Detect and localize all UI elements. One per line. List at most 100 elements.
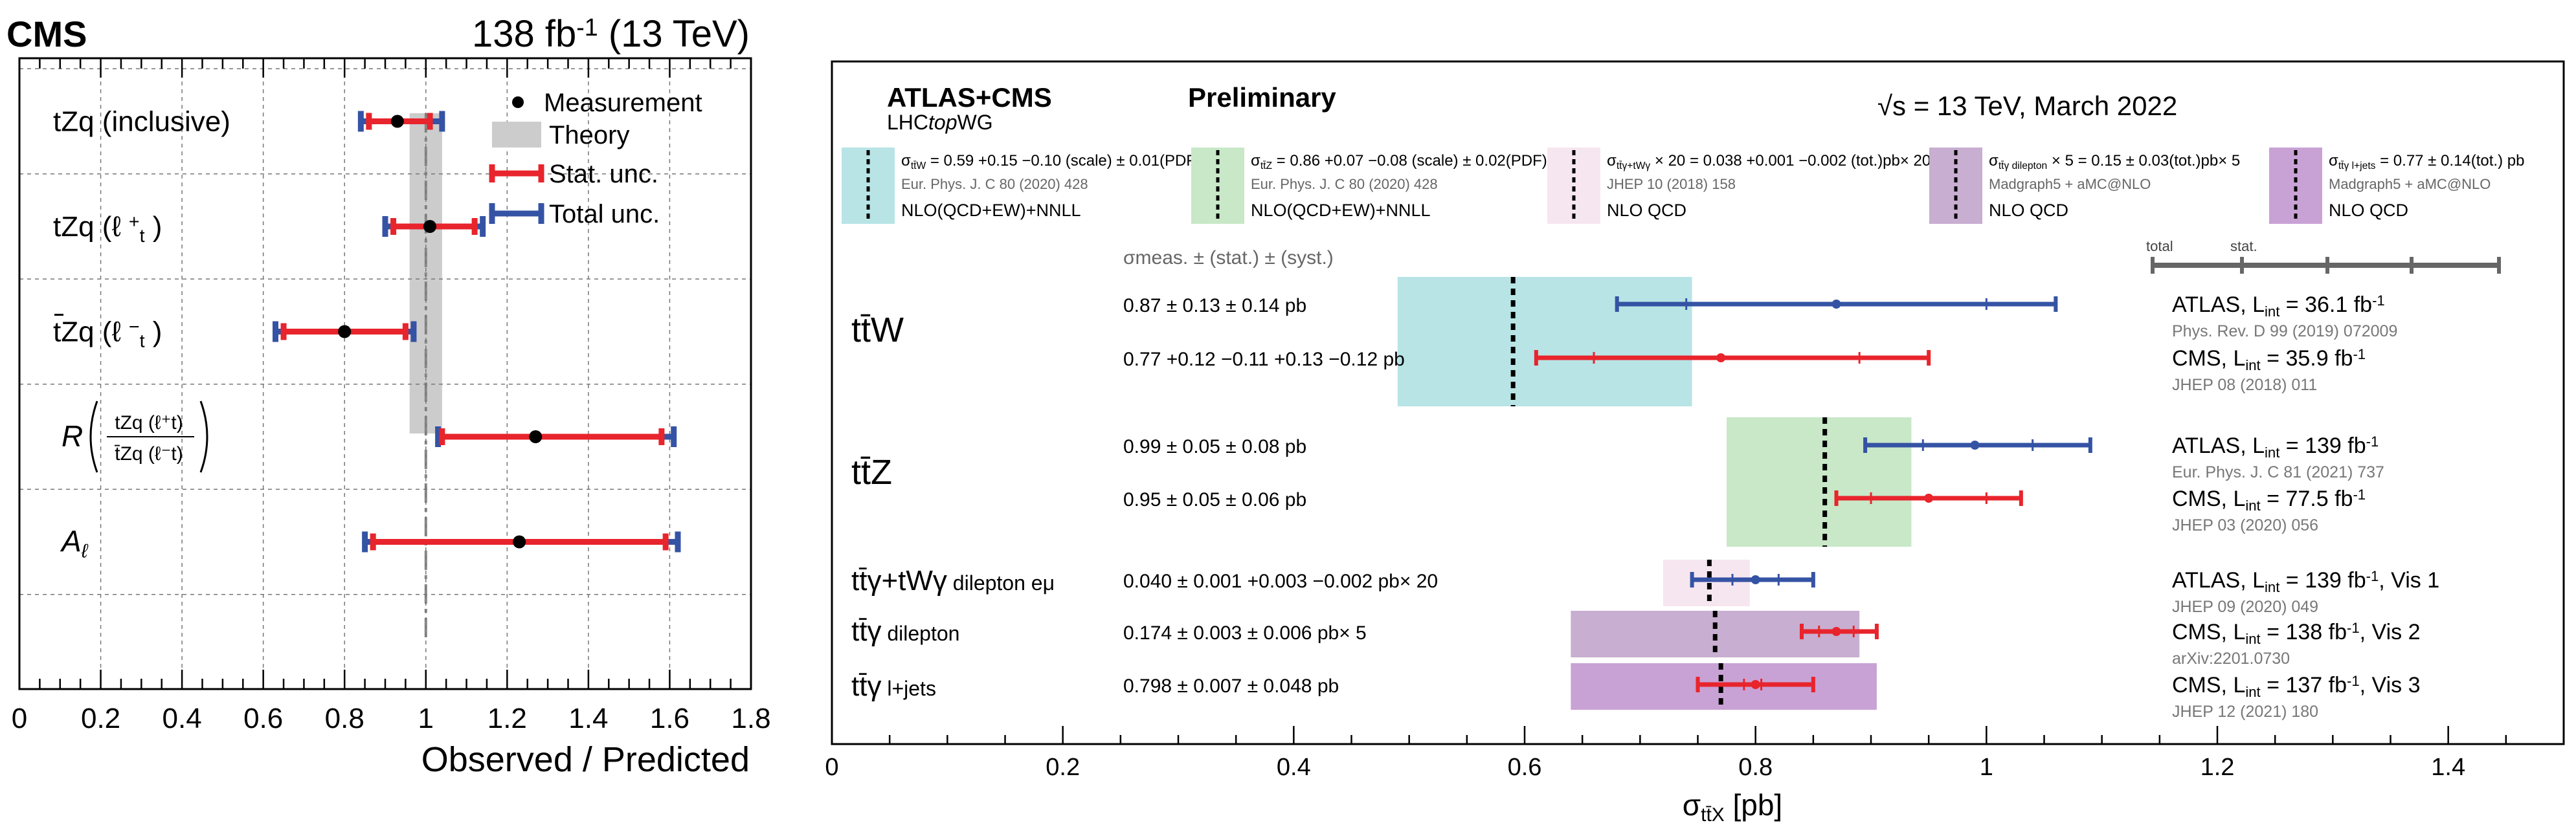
experiment-label-part: int <box>2245 684 2260 700</box>
theory-box-ref: JHEP 10 (2018) 158 <box>1607 176 1736 192</box>
row-label-part: + <box>129 212 140 232</box>
cms-lumi-part: -1 <box>576 14 598 41</box>
x-tick-label: 0 <box>825 754 838 781</box>
experiment-ref: JHEP 03 (2020) 056 <box>2172 516 2318 534</box>
experiment-label-part: = 139 fb <box>2279 568 2366 593</box>
row-label-part: t <box>140 226 145 247</box>
theory-box-formula: σtt̄γ+tWγ × 20 = 0.038 +0.001 −0.002 (to… <box>1607 152 1931 171</box>
measurement-point <box>1716 353 1726 362</box>
x-tick-label: 0.6 <box>1508 754 1542 781</box>
x-tick-label: 0.8 <box>325 703 364 734</box>
theory-box-formula-part: tt̄γ+tWγ <box>1617 160 1651 171</box>
theory-box-formula: σtt̄Z = 0.86 +0.07 −0.08 (scale) ± 0.02(… <box>1251 152 1569 171</box>
process-suffix: l+jets <box>881 677 935 700</box>
theory-box-formula-part: tt̄Z <box>1260 160 1273 171</box>
experiment-ref: JHEP 12 (2021) 180 <box>2172 703 2318 721</box>
experiment-label-part: CMS, L <box>2172 346 2245 371</box>
experiment-label-part: -1 <box>2347 673 2360 689</box>
row-label: tZq (ℓ +t ) <box>53 211 162 247</box>
x-tick-label: 1 <box>418 703 434 734</box>
x-tick-label: 0.4 <box>162 703 202 734</box>
measurement-value: 0.798 ± 0.007 ± 0.048 pb <box>1123 675 1339 697</box>
x-tick-label: 0.6 <box>243 703 283 734</box>
theory-box-formula-part: σ <box>901 152 911 170</box>
experiment-label-part: = 36.1 fb <box>2279 292 2372 317</box>
experiment-ref: arXiv:2201.0730 <box>2172 650 2290 668</box>
x-tick-label: 1.4 <box>2431 754 2465 781</box>
theory-box-order: NLO(QCD+EW)+NNLL <box>901 201 1081 220</box>
lhc-wg-part: WG <box>958 111 993 134</box>
lhc-energy: √s = 13 TeV, March 2022 <box>1877 91 2177 121</box>
x-tick-label: 1.4 <box>568 703 608 734</box>
cms-lumi-part: 138 fb <box>472 13 576 55</box>
theory-box-formula-part: = 0.77 ± 0.14(tot.) pb <box>2375 152 2524 170</box>
theory-box-order: NLO QCD <box>2329 201 2408 220</box>
experiment-label: ATLAS, Lint = 139 fb-1, Vis 1 <box>2172 568 2439 595</box>
theory-box-formula-part: = 0.86 +0.07 −0.08 (scale) ± 0.02(PDF) p… <box>1272 152 1569 170</box>
scale-stat-label: stat. <box>2230 238 2257 254</box>
row-label-part: tZq (ℓ <box>53 211 129 243</box>
theory-box-swatch <box>1547 148 1600 224</box>
measurement-point <box>1970 441 1980 450</box>
x-axis-label-part: [pb] <box>1725 788 1783 822</box>
theory-box-formula-part: tt̄W <box>911 160 926 171</box>
measurement-value: 0.87 ± 0.13 ± 0.14 pb <box>1123 295 1306 316</box>
column-header: σmeas. ± (stat.) ± (syst.) <box>1123 247 1334 269</box>
measurement-value: 0.77 +0.12 −0.11 +0.13 −0.12 pb <box>1123 349 1405 370</box>
experiment-label-part: , Vis 2 <box>2360 620 2421 644</box>
x-tick-label: 1.2 <box>487 703 527 734</box>
row-label-part: − <box>129 316 140 337</box>
lhc-wg-part: top <box>928 111 957 134</box>
experiment-label-part: int <box>2245 357 2260 373</box>
theory-box-formula: σtt̄γ l+jets = 0.77 ± 0.14(tot.) pb <box>2329 152 2524 171</box>
measurement-point <box>423 220 437 233</box>
experiment-ref: JHEP 09 (2020) 049 <box>2172 598 2318 616</box>
cms-title: CMS <box>6 14 87 54</box>
x-tick-label: 0.2 <box>81 703 120 734</box>
experiment-ref: JHEP 08 (2018) 011 <box>2172 376 2317 394</box>
experiment-label: ATLAS, Lint = 36.1 fb-1 <box>2172 292 2385 320</box>
lhc-wg: LHCtopWG <box>887 111 993 134</box>
row-label-part: t <box>140 331 145 351</box>
experiment-label-part: ATLAS, L <box>2172 433 2265 458</box>
experiment-label-part: = 139 fb <box>2279 433 2366 458</box>
scale-total-label: total <box>2146 238 2173 254</box>
cms-lumi: 138 fb-1 (13 TeV) <box>472 13 750 55</box>
theory-box-order: NLO(QCD+EW)+NNLL <box>1251 201 1431 220</box>
legend-total: Total unc. <box>549 200 660 228</box>
theory-box-formula-part: × 20 = 0.038 +0.001 −0.002 (tot.)pb× 20 <box>1650 152 1931 170</box>
row-label-part: ) <box>145 316 162 348</box>
x-tick-label: 1.6 <box>650 703 689 734</box>
experiment-label-part: -1 <box>2366 568 2379 584</box>
experiment-label-part: int <box>2265 303 2279 320</box>
theory-box-formula: σtt̄W = 0.59 +0.15 −0.10 (scale) ± 0.01(… <box>901 152 1222 171</box>
theory-box-ref: Eur. Phys. J. C 80 (2020) 428 <box>1251 176 1438 192</box>
paren-left <box>89 401 98 473</box>
theory-box-formula-part: tt̄γ l+jets <box>2338 160 2376 171</box>
row-label: Aℓ <box>60 525 89 562</box>
experiment-label: CMS, Lint = 35.9 fb-1 <box>2172 346 2366 373</box>
x-axis-label-part: tt̄X <box>1701 804 1725 826</box>
theory-box-swatch <box>842 148 895 224</box>
x-axis-label: Observed / Predicted <box>421 740 750 779</box>
experiment-label-part: = 77.5 fb <box>2261 487 2353 511</box>
x-tick-label: 0.8 <box>1738 754 1773 781</box>
experiment-label-part: ATLAS, L <box>2172 568 2265 593</box>
x-tick-label: 1 <box>1980 754 1993 781</box>
theory-prediction-band <box>1727 417 1912 547</box>
experiment-label: CMS, Lint = 137 fb-1, Vis 3 <box>2172 673 2421 700</box>
x-tick-label: 1.2 <box>2201 754 2235 781</box>
measurement-value: 0.95 ± 0.05 ± 0.06 pb <box>1123 489 1306 510</box>
row-label: tZq (ℓ −t ) <box>53 316 162 352</box>
x-axis-label: σtt̄X [pb] <box>1683 788 1782 826</box>
measurement-value: 0.174 ± 0.003 ± 0.006 pb× 5 <box>1123 622 1367 644</box>
experiment-label: CMS, Lint = 77.5 fb-1 <box>2172 487 2366 514</box>
process-name: tt̄Z <box>851 453 892 492</box>
row-label-part: ) <box>145 211 162 243</box>
experiment-label-part: ATLAS, L <box>2172 292 2265 317</box>
theory-box-formula-part: σ <box>1989 152 1999 170</box>
theory-box-formula-part: σ <box>1607 152 1617 170</box>
measurement-point <box>390 115 404 128</box>
